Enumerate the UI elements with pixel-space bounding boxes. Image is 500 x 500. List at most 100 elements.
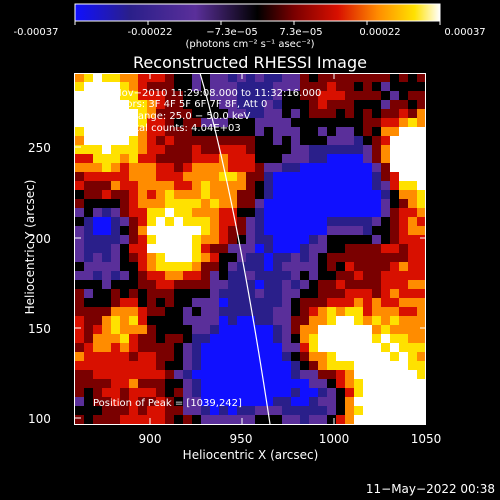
heatmap-cell [228, 298, 238, 308]
heatmap-cell [336, 199, 346, 209]
heatmap-cell [327, 253, 337, 263]
heatmap-cell [372, 244, 382, 254]
heatmap-cell [300, 253, 310, 263]
heatmap-cell [75, 199, 85, 209]
heatmap-cell [237, 298, 247, 308]
heatmap-cell [75, 127, 85, 137]
heatmap-cell [111, 190, 121, 200]
heatmap-cell [327, 235, 337, 245]
heatmap-cell [192, 325, 202, 335]
heatmap-cell [246, 379, 256, 389]
heatmap-cell [363, 262, 373, 272]
heatmap-cell [282, 136, 292, 146]
heatmap-cell [201, 136, 211, 146]
heatmap-cell [336, 415, 346, 424]
heatmap-cell [219, 352, 229, 362]
heatmap-cell [381, 109, 391, 119]
heatmap-cell [399, 334, 409, 344]
heatmap-cell [165, 91, 175, 101]
heatmap-cell [264, 226, 274, 236]
heatmap-cell [210, 280, 220, 290]
heatmap-cell [201, 235, 211, 245]
heatmap-cell [282, 145, 292, 155]
heatmap-cell [345, 127, 355, 137]
heatmap-cell [201, 262, 211, 272]
heatmap-cell [147, 361, 157, 371]
heatmap-cell [336, 325, 346, 335]
heatmap-cell [354, 136, 364, 146]
heatmap-cell [246, 316, 256, 326]
heatmap-cell [336, 370, 346, 380]
heatmap-cell [264, 172, 274, 182]
heatmap-cell [408, 271, 418, 281]
heatmap-cell [111, 379, 121, 389]
heatmap-cell [300, 136, 310, 146]
heatmap-cell [156, 82, 166, 92]
heatmap-cell [300, 118, 310, 128]
heatmap-cell [345, 109, 355, 119]
heatmap-cell [399, 118, 409, 128]
heatmap-cell [273, 136, 283, 146]
heatmap-cell [399, 217, 409, 227]
heatmap-cell [75, 100, 85, 110]
heatmap-cell [390, 118, 400, 128]
annotation-clean-counts: Clean Total counts: 4.04E+03 [93, 123, 241, 134]
heatmap-cell [165, 136, 175, 146]
heatmap-cell [327, 343, 337, 353]
heatmap-cell [201, 316, 211, 326]
heatmap-cell [192, 388, 202, 398]
heatmap-cell [102, 343, 112, 353]
heatmap-cell [183, 397, 193, 407]
heatmap-cell [264, 208, 274, 218]
heatmap-cell [120, 100, 130, 110]
heatmap-cell [390, 127, 400, 137]
heatmap-cell [219, 298, 229, 308]
heatmap-cell [327, 262, 337, 272]
heatmap-cell [372, 325, 382, 335]
heatmap-cell [300, 307, 310, 317]
y-axis-label: Heliocentric Y (arcsec) [23, 179, 37, 315]
heatmap-cell [327, 289, 337, 299]
heatmap-cell [354, 325, 364, 335]
heatmap-cell [264, 370, 274, 380]
heatmap-cell [210, 253, 220, 263]
heatmap-cell [84, 289, 94, 299]
heatmap-cell [147, 325, 157, 335]
heatmap-cell [156, 109, 166, 119]
heatmap-cell [147, 406, 157, 416]
heatmap-cell [264, 181, 274, 191]
heatmap-cell [318, 370, 328, 380]
heatmap-cell [318, 100, 328, 110]
heatmap-cell [417, 289, 426, 299]
heatmap-cell [381, 100, 391, 110]
heatmap-cell [111, 316, 121, 326]
heatmap-cell [147, 343, 157, 353]
heatmap-cell [165, 415, 175, 424]
heatmap-cell [201, 118, 211, 128]
heatmap-cell [219, 154, 229, 164]
heatmap-cell [255, 415, 265, 424]
heatmap-cell [147, 118, 157, 128]
heatmap-cell [228, 190, 238, 200]
heatmap-cell [381, 298, 391, 308]
heatmap-cell [165, 172, 175, 182]
heatmap-cell [255, 244, 265, 254]
heatmap-cell [318, 82, 328, 92]
heatmap-cell [264, 217, 274, 227]
heatmap-cell [165, 127, 175, 137]
heatmap-cell [111, 208, 121, 218]
heatmap-cell [102, 136, 112, 146]
heatmap-cell [210, 361, 220, 371]
heatmap-cell [129, 415, 139, 424]
heatmap-cell [381, 208, 391, 218]
heatmap-cell [174, 289, 184, 299]
heatmap-cell [399, 370, 409, 380]
heatmap-cell [192, 226, 202, 236]
heatmap-cell [282, 253, 292, 263]
heatmap-cell [174, 109, 184, 119]
heatmap-cell [282, 127, 292, 137]
heatmap-cell [336, 73, 346, 83]
heatmap-cell [192, 181, 202, 191]
heatmap-cell [138, 379, 148, 389]
heatmap-cell [246, 136, 256, 146]
